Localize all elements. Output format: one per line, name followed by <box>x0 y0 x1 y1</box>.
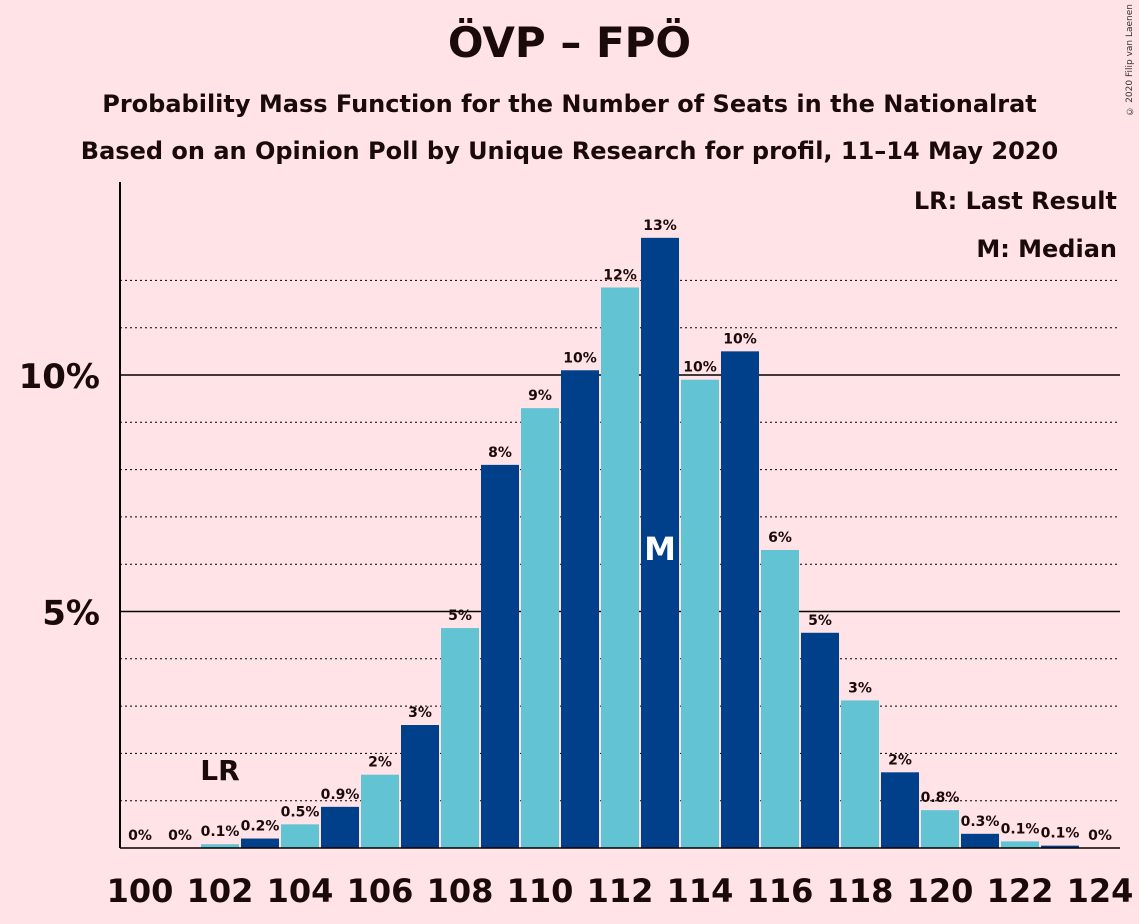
bar-123 <box>1041 845 1079 848</box>
bar-116 <box>761 550 799 848</box>
x-tick-label: 114 <box>667 872 734 910</box>
bar-119 <box>881 772 919 848</box>
bar-103 <box>241 838 279 848</box>
x-tick-label: 110 <box>507 872 574 910</box>
bar-label-109: 8% <box>488 445 512 461</box>
bar-label-116: 6% <box>768 530 792 546</box>
x-tick-label: 124 <box>1067 872 1134 910</box>
bar-label-118: 3% <box>848 680 872 696</box>
bar-label-102: 0.1% <box>201 824 240 840</box>
bar-111 <box>561 370 599 848</box>
bar-label-119: 2% <box>888 752 912 768</box>
bar-121 <box>961 833 999 848</box>
x-tick-label: 106 <box>347 872 414 910</box>
legend-median: M: Median <box>976 235 1117 263</box>
bar-label-115: 10% <box>723 331 757 347</box>
bars <box>201 237 1079 848</box>
bar-113 <box>641 237 679 848</box>
bar-labels: 0% 0% 0.1% LR 0.2%0.5%0.9% 2% 3% 5% 8% 9% 10% 12% 13… <box>128 218 1112 844</box>
bar-label-122: 0.1% <box>1001 821 1040 837</box>
bar-120 <box>921 810 959 848</box>
bar-107 <box>401 725 439 848</box>
bar-label-108: 5% <box>448 608 472 624</box>
bar-label-104: 0.5% <box>281 804 320 820</box>
bar-label-117: 5% <box>808 613 832 629</box>
bar-label-105: 0.9% <box>321 787 360 803</box>
bar-label-106: 2% <box>368 755 392 771</box>
y-tick-label: 5% <box>42 594 100 634</box>
chart-subtitle-2: Based on an Opinion Poll by Unique Resea… <box>80 137 1059 165</box>
median-marker: M <box>644 530 676 568</box>
bar-label-120: 0.8% <box>921 790 960 806</box>
x-tick-label: 108 <box>427 872 494 910</box>
x-tick-label: 104 <box>267 872 334 910</box>
bar-102 <box>201 844 239 848</box>
bar-122 <box>1001 841 1039 848</box>
bar-label-110: 9% <box>528 388 552 404</box>
bar-label-103: 0.2% <box>241 819 280 835</box>
bar-label-101: 0% <box>168 828 192 844</box>
axes: 5% 10% 100 102 104 106 108 110 112 114 116 118 120 12… <box>19 182 1134 910</box>
bar-label-121: 0.3% <box>961 814 1000 830</box>
x-tick-label: 120 <box>907 872 974 910</box>
bar-label-112: 12% <box>603 267 637 283</box>
x-tick-label: 118 <box>827 872 894 910</box>
bar-118 <box>841 700 879 848</box>
chart-subtitle-1: Probability Mass Function for the Number… <box>102 90 1037 118</box>
bar-104 <box>281 824 319 848</box>
bar-label-107: 3% <box>408 705 432 721</box>
bar-110 <box>521 408 559 848</box>
x-tick-label: 102 <box>187 872 254 910</box>
bar-label-113: 13% <box>643 218 677 234</box>
bar-label-123: 0.1% <box>1041 826 1080 842</box>
bar-label-124: 0% <box>1088 828 1112 844</box>
x-tick-label: 112 <box>587 872 654 910</box>
bar-label-114: 10% <box>683 360 717 376</box>
chart-title: ÖVP – FPÖ <box>447 18 692 67</box>
bar-label-100: 0% <box>128 828 152 844</box>
bar-114 <box>681 379 719 848</box>
bar-117 <box>801 632 839 848</box>
legend-last-result: LR: Last Result <box>914 187 1117 215</box>
last-result-marker: LR <box>200 754 239 787</box>
bar-109 <box>481 464 519 848</box>
bar-112 <box>601 287 639 848</box>
x-tick-label: 116 <box>747 872 814 910</box>
bar-115 <box>721 351 759 848</box>
x-tick-label: 100 <box>107 872 174 910</box>
bar-label-111: 10% <box>563 350 597 366</box>
x-tick-label: 122 <box>987 872 1054 910</box>
bar-108 <box>441 628 479 848</box>
bar-105 <box>321 806 359 848</box>
y-tick-label: 10% <box>19 357 100 397</box>
bar-106 <box>361 774 399 848</box>
